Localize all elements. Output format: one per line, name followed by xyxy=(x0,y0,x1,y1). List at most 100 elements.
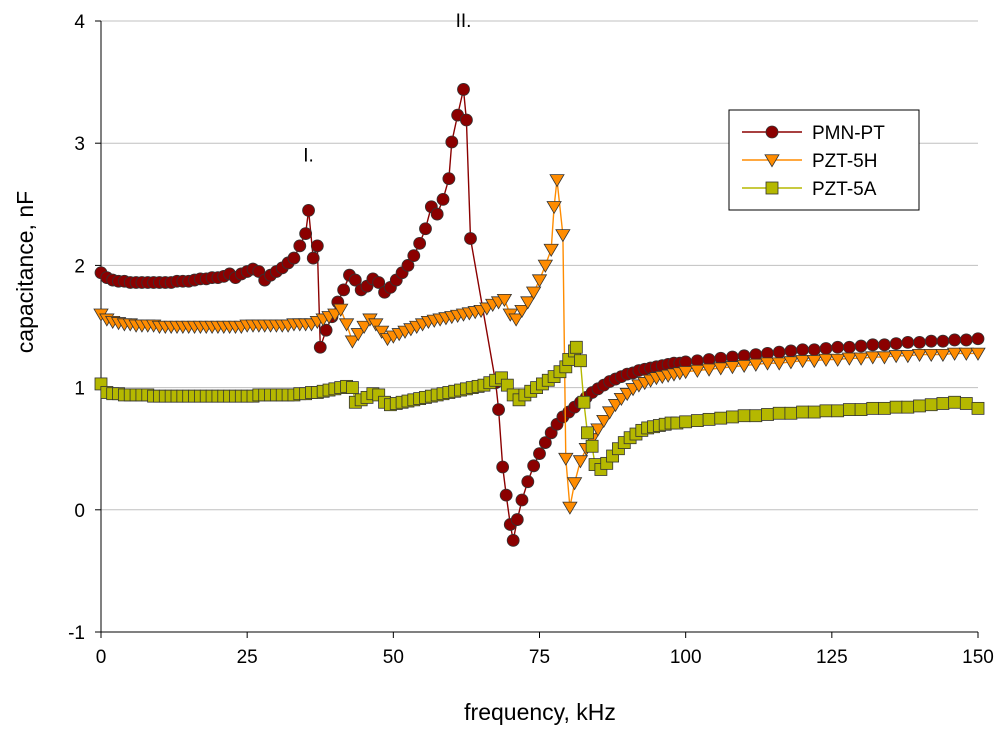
data-point xyxy=(558,452,574,466)
data-point xyxy=(796,343,809,357)
data-point xyxy=(348,273,362,287)
data-point xyxy=(866,401,880,415)
data-point xyxy=(350,328,366,342)
data-point xyxy=(607,399,624,413)
data-point xyxy=(913,399,926,413)
data-point xyxy=(865,351,881,365)
series-pzt-5a xyxy=(94,340,985,476)
y-tick-label: 1 xyxy=(74,379,85,400)
data-point xyxy=(566,477,583,491)
data-point xyxy=(853,352,869,366)
data-point xyxy=(430,207,444,221)
data-point xyxy=(888,350,904,364)
data-point xyxy=(333,303,349,317)
data-point xyxy=(569,340,583,354)
data-point xyxy=(749,409,763,423)
data-point xyxy=(713,362,729,376)
legend-label: PZT-5A xyxy=(812,179,877,200)
data-point xyxy=(726,410,739,424)
data-point xyxy=(679,415,693,429)
y-tick-label: 3 xyxy=(74,134,85,155)
data-point xyxy=(936,334,950,348)
data-point xyxy=(714,411,728,425)
data-point xyxy=(596,414,612,429)
data-point xyxy=(525,286,542,300)
data-point xyxy=(293,239,307,253)
data-point xyxy=(948,395,962,409)
data-point xyxy=(923,348,939,363)
data-point xyxy=(302,204,315,217)
data-point xyxy=(889,337,903,351)
data-point xyxy=(515,493,529,507)
data-point xyxy=(924,334,938,348)
legend-marker xyxy=(765,125,779,139)
data-point xyxy=(958,347,975,361)
data-point xyxy=(736,359,752,374)
data-point xyxy=(499,488,513,502)
data-point xyxy=(946,347,963,361)
data-point xyxy=(436,193,450,206)
data-point xyxy=(819,404,833,418)
y-tick-label: -1 xyxy=(68,623,85,644)
data-point xyxy=(831,340,845,354)
data-point xyxy=(971,401,985,415)
data-point xyxy=(549,174,565,188)
series-pzt-5h xyxy=(93,174,986,515)
data-point xyxy=(818,353,834,367)
data-point xyxy=(900,350,916,364)
data-point xyxy=(935,348,951,363)
y-tick-label: 4 xyxy=(74,12,85,33)
data-point xyxy=(581,426,594,440)
data-point xyxy=(911,348,928,363)
legend-item: PZT-5H xyxy=(742,151,877,172)
data-point xyxy=(338,318,355,332)
data-point xyxy=(310,239,324,253)
data-point xyxy=(936,397,950,410)
legend-items: PMN-PT PZT-5H PZT-5A xyxy=(742,123,885,200)
x-tick-label: 125 xyxy=(816,647,848,668)
legend-item: PMN-PT xyxy=(742,123,885,144)
data-point xyxy=(948,333,962,347)
data-point xyxy=(806,355,822,369)
data-point xyxy=(878,401,891,415)
axes: -1 0 1 2 3 4 0 25 50 75 100 125 150 xyxy=(68,12,994,668)
legend: PMN-PT PZT-5H PZT-5A xyxy=(728,109,920,211)
data-point xyxy=(783,356,799,370)
data-point xyxy=(543,243,559,257)
annotation-label: II. xyxy=(456,11,472,32)
data-point xyxy=(346,381,359,395)
data-point xyxy=(889,400,903,414)
data-point xyxy=(373,325,390,339)
data-point xyxy=(772,406,786,420)
data-point xyxy=(959,333,973,347)
data-point xyxy=(506,533,520,547)
x-tick-label: 25 xyxy=(237,647,258,668)
data-point xyxy=(970,347,986,361)
x-tick-label: 150 xyxy=(962,647,994,668)
data-point xyxy=(496,293,513,308)
data-point xyxy=(761,408,774,421)
data-point xyxy=(537,259,554,273)
legend-label: PMN-PT xyxy=(812,123,885,144)
data-point xyxy=(819,342,833,355)
legend-marker xyxy=(765,181,779,195)
legend-label: PZT-5H xyxy=(812,151,877,172)
data-point xyxy=(677,366,694,380)
data-point xyxy=(784,406,798,420)
data-point xyxy=(407,249,421,263)
x-tick-label: 75 xyxy=(529,647,550,668)
data-point xyxy=(546,201,562,215)
data-point xyxy=(538,436,552,449)
data-point xyxy=(299,227,313,241)
x-tick-label: 0 xyxy=(96,647,107,668)
data-point xyxy=(842,340,856,354)
legend-marker xyxy=(764,154,780,168)
data-point xyxy=(319,323,333,337)
data-point xyxy=(878,338,891,352)
y-tick-label: 2 xyxy=(74,256,85,277)
data-point xyxy=(701,363,717,377)
x-tick-label: 100 xyxy=(670,647,702,668)
data-point xyxy=(306,251,320,265)
